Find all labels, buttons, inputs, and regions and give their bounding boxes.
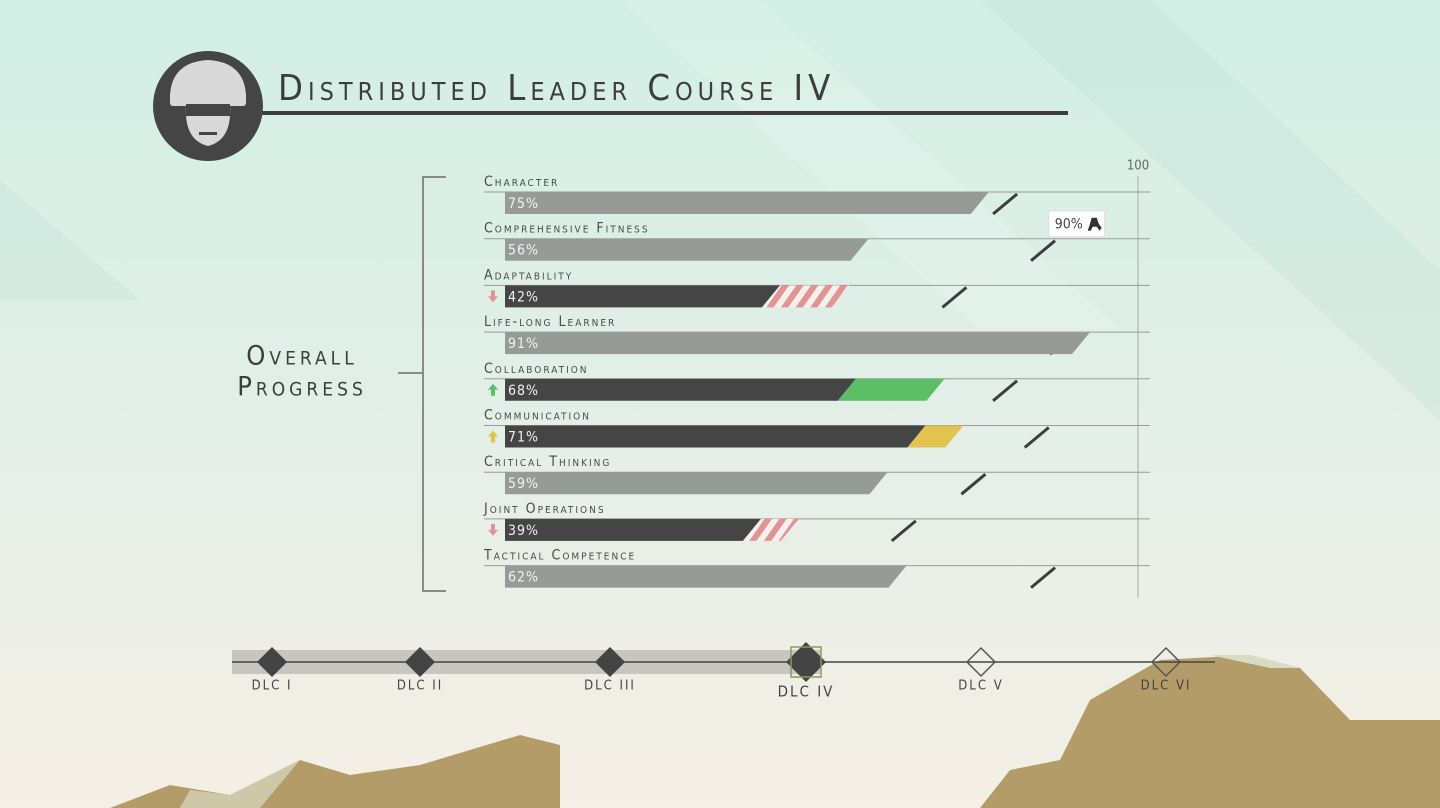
bar — [505, 332, 1091, 355]
stage-marker — [404, 646, 436, 678]
mountain-highlight — [1210, 655, 1300, 668]
section-label: Progress — [237, 372, 367, 403]
bar — [505, 192, 989, 214]
category-label: Tactical Competence — [483, 548, 636, 564]
page-title: Distributed Leader Course IV — [278, 68, 835, 109]
mountain — [110, 735, 560, 808]
target-marker — [992, 379, 1019, 402]
stage-label: DLC VI — [1141, 679, 1192, 694]
target-marker — [960, 473, 987, 496]
previous-bar — [505, 425, 926, 448]
trend-up — [488, 430, 498, 443]
callout-label: 90% — [1055, 217, 1083, 233]
mountain — [980, 655, 1440, 808]
category-label: Character — [484, 174, 559, 190]
bracket — [398, 176, 446, 592]
stage-label: DLC III — [584, 679, 636, 694]
bar — [505, 472, 888, 495]
target-marker — [941, 286, 968, 309]
category-label: Communication — [484, 408, 591, 424]
logo — [153, 51, 263, 161]
value-label: 59% — [508, 476, 539, 492]
trend-down — [488, 290, 498, 303]
bar — [505, 285, 780, 308]
value-label: 68% — [508, 383, 539, 399]
light-stripe — [620, 0, 1120, 330]
x-tick-label: 100 — [1127, 159, 1149, 174]
stage-label: DLC I — [252, 679, 293, 694]
section-label: Overall — [246, 341, 357, 372]
trend-down — [488, 523, 498, 536]
bar — [505, 565, 907, 588]
gain-bar — [907, 425, 964, 448]
value-label: 39% — [508, 523, 539, 539]
target-marker — [992, 192, 1019, 216]
stage-marker — [1150, 646, 1182, 678]
stage-marker — [965, 646, 997, 678]
stage-label: DLC IV — [778, 683, 835, 701]
light-stripe — [0, 180, 140, 300]
target-marker — [1030, 566, 1057, 589]
stage-marker-current — [786, 642, 826, 682]
stage-marker — [256, 646, 288, 678]
gain-bar — [837, 378, 945, 401]
target-marker — [1023, 426, 1050, 449]
stage-marker — [594, 646, 626, 678]
stage-label: DLC II — [397, 679, 443, 694]
stage-highlight — [790, 646, 822, 678]
value-label: 42% — [508, 289, 539, 305]
mountain-highlight — [180, 760, 300, 808]
light-stripe — [980, 0, 1440, 420]
category-label: Joint Operations — [483, 501, 606, 517]
target-marker — [1030, 239, 1057, 262]
category-label: Critical Thinking — [484, 454, 611, 470]
trend-up — [488, 383, 498, 396]
loss-bar — [742, 518, 799, 541]
bar — [505, 238, 869, 261]
stage-label: DLC V — [958, 679, 1003, 694]
value-label: 62% — [508, 570, 539, 586]
value-label: 56% — [508, 243, 539, 259]
bar — [505, 518, 761, 541]
value-label: 71% — [508, 430, 539, 446]
category-label: Adaptability — [484, 267, 573, 283]
loss-bar — [761, 285, 850, 308]
target-marker — [890, 519, 917, 543]
category-label: Life-long Learner — [484, 314, 616, 330]
value-label: 75% — [508, 196, 539, 212]
previous-bar — [505, 378, 856, 401]
callout-icon — [1087, 217, 1102, 231]
category-label: Collaboration — [484, 361, 589, 377]
category-label: Comprehensive Fitness — [484, 221, 650, 237]
value-label: 91% — [508, 336, 539, 352]
